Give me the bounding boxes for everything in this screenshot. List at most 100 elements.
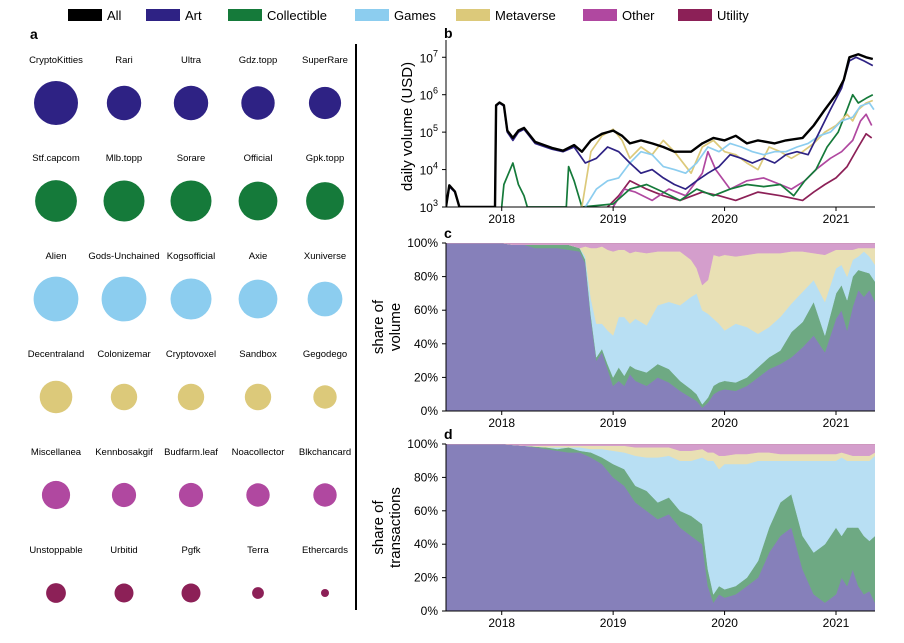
- bubble-label: Xuniverse: [304, 251, 346, 262]
- bubble-label: Kogsofficial: [167, 251, 215, 262]
- y-tick-label: 20%: [414, 370, 438, 384]
- x-tick-label: 2021: [823, 616, 850, 630]
- bubble: [34, 81, 78, 125]
- x-tick-label: 2020: [711, 616, 738, 630]
- series-line-utility: [606, 132, 873, 207]
- legend-label-games: Games: [394, 8, 436, 23]
- bubble-label: Budfarm.leaf: [164, 447, 218, 458]
- x-tick-label: 2021: [823, 212, 850, 226]
- series-line-all: [446, 53, 874, 207]
- legend-label-art: Art: [185, 8, 202, 23]
- panel-c-letter: c: [444, 225, 452, 241]
- bubble-label: Sorare: [177, 153, 206, 164]
- panel-d-area-chart: 0% 20% 40% 60% 80% 100% 2018 2019 2020 2021 share …: [370, 437, 875, 630]
- bubble-label: Noacollector: [232, 447, 285, 458]
- bubble: [252, 587, 264, 599]
- x-tick-label: 2020: [711, 416, 738, 430]
- x-tick-label: 2021: [823, 416, 850, 430]
- bubble: [313, 385, 337, 409]
- bubble-label: Ultra: [181, 55, 202, 66]
- bubble: [101, 276, 147, 322]
- bubble-label: SuperRare: [302, 55, 348, 66]
- legend: All Art Collectible Games Metaverse Other Util…: [68, 8, 749, 23]
- legend-swatch-games: [355, 9, 389, 21]
- x-tick-label: 2018: [488, 416, 515, 430]
- bubble-label: Official: [244, 153, 273, 164]
- bubble: [114, 583, 134, 603]
- bubble-label: Gegodego: [303, 349, 347, 360]
- x-tick-label: 2020: [711, 212, 738, 226]
- y-tick-label: 40%: [414, 537, 438, 551]
- plot-area: [446, 243, 875, 411]
- x-tick-label: 2019: [600, 616, 627, 630]
- x-tick-label: 2018: [488, 212, 515, 226]
- area-other: [446, 243, 875, 286]
- y-axis-title: daily volume (USD): [399, 62, 416, 191]
- y-axis-title-line2: volume: [387, 303, 404, 351]
- legend-swatch-collectible: [228, 9, 262, 21]
- y-tick-label: 80%: [414, 270, 438, 284]
- bubble: [308, 86, 342, 120]
- x-tick-label: 2019: [600, 212, 627, 226]
- panel-d-letter: d: [444, 426, 453, 442]
- y-tick-label: 105: [420, 123, 438, 140]
- series-line-games: [584, 102, 875, 207]
- legend-swatch-all: [68, 9, 102, 21]
- bubble-label: CryptoKitties: [29, 55, 83, 66]
- y-axis-title-line1: share of: [370, 500, 387, 555]
- bubble-label: Miscellanea: [31, 447, 82, 458]
- bubble: [41, 480, 71, 510]
- y-tick-label: 20%: [414, 571, 438, 585]
- bubble-label: Cryptovoxel: [166, 349, 216, 360]
- y-tick-label: 60%: [414, 303, 438, 317]
- bubble: [103, 180, 145, 222]
- y-tick-label: 60%: [414, 504, 438, 518]
- bubble-label: Mlb.topp: [106, 153, 142, 164]
- bubble: [39, 380, 73, 414]
- y-tick-label: 104: [420, 161, 438, 178]
- bubble-label: Blkchancard: [299, 447, 351, 458]
- bubble: [46, 583, 66, 603]
- legend-swatch-other: [583, 9, 617, 21]
- y-tick-label: 103: [420, 198, 438, 215]
- bubble: [181, 583, 201, 603]
- legend-swatch-metaverse: [456, 9, 490, 21]
- bubble: [313, 483, 337, 507]
- bubble: [306, 182, 344, 220]
- series-line-collectible: [500, 93, 874, 207]
- y-tick-label: 107: [420, 48, 438, 65]
- y-tick-label: 40%: [414, 337, 438, 351]
- y-tick-label: 0%: [421, 604, 439, 618]
- y-tick-label: 106: [420, 86, 438, 103]
- bubble-label: Axie: [249, 251, 267, 262]
- bubble-label: Terra: [247, 545, 269, 556]
- legend-swatch-utility: [678, 9, 712, 21]
- series-line-other: [612, 113, 873, 207]
- bubble-label: Stf.capcom: [32, 153, 80, 164]
- bubble-label: Gods-Unchained: [88, 251, 159, 262]
- bubble: [321, 589, 329, 597]
- panel-a-bubble-grid: CryptoKitties Rari Ultra Gdz.topp SuperRare S…: [28, 55, 351, 603]
- bubble-label: Rari: [115, 55, 132, 66]
- legend-label-collectible: Collectible: [267, 8, 327, 23]
- bubble: [238, 279, 278, 319]
- bubble-label: Alien: [45, 251, 66, 262]
- bubble: [35, 180, 77, 222]
- legend-label-other: Other: [622, 8, 655, 23]
- area-other: [446, 444, 875, 456]
- bubble: [170, 180, 212, 222]
- bubble-label: Unstoppable: [29, 545, 82, 556]
- bubble-label: Ethercards: [302, 545, 348, 556]
- y-tick-label: 0%: [421, 404, 439, 418]
- panel-c-area-chart: 0% 20% 40% 60% 80% 100% 2018 2019 2020 2021 share …: [370, 236, 875, 430]
- plot-area: [446, 53, 875, 207]
- bubble: [238, 181, 278, 221]
- bubble: [111, 482, 137, 508]
- y-axis-title-line2: transactions: [387, 487, 404, 568]
- y-tick-label: 80%: [414, 470, 438, 484]
- bubble: [173, 85, 209, 121]
- x-tick-label: 2019: [600, 416, 627, 430]
- bubble: [241, 86, 275, 120]
- y-tick-label: 100%: [407, 236, 438, 250]
